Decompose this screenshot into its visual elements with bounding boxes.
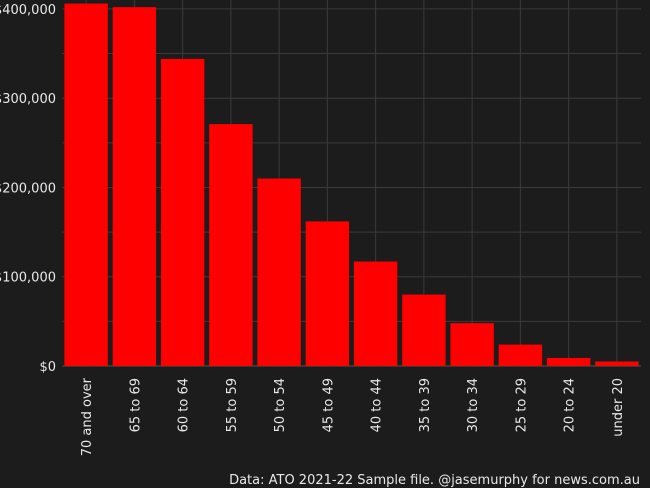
- x-tick-label: 35 to 39: [418, 378, 433, 432]
- bar-40-to-44: [353, 261, 398, 366]
- x-tick-label: 20 to 24: [563, 378, 578, 432]
- bars: [64, 3, 639, 367]
- bar-50-to-54: [257, 178, 301, 366]
- bar-60-to-64: [160, 58, 205, 366]
- bar-55-to-59: [209, 124, 253, 367]
- bar-25-to-29: [498, 344, 543, 366]
- x-tick-label: 55 to 59: [225, 378, 240, 432]
- y-tick-label: $400,000: [0, 3, 56, 18]
- x-tick-label: 70 and over: [80, 377, 95, 456]
- bar-45-to-49: [305, 221, 350, 366]
- data-credit: Data: ATO 2021-22 Sample file. @jasemurp…: [229, 473, 640, 488]
- x-tick-label: 60 to 64: [177, 378, 192, 432]
- x-tick-label: 45 to 49: [321, 378, 336, 432]
- bar-70-and-over: [64, 3, 108, 366]
- bar-20-to-24: [546, 357, 591, 366]
- x-axis-ticks: 70 and over 65 to 69 60 to 64 55 to 59 50 to…: [80, 377, 626, 456]
- bar-35-to-39: [402, 294, 446, 366]
- x-tick-label: 30 to 34: [466, 378, 481, 432]
- x-tick-label: 50 to 54: [273, 378, 288, 432]
- y-axis-ticks: $0 $100,000 $200,000 $300,000 $400,000: [0, 3, 56, 375]
- y-tick-label: $300,000: [0, 92, 56, 107]
- y-tick-label: $0: [39, 360, 56, 375]
- x-tick-label: 65 to 69: [128, 378, 143, 432]
- bar-30-to-34: [450, 323, 494, 366]
- y-tick-label: $100,000: [0, 271, 56, 286]
- x-tick-label: 40 to 44: [370, 378, 385, 432]
- bar-under-20: [595, 361, 639, 366]
- x-tick-label: 25 to 29: [514, 378, 529, 432]
- y-tick-label: $200,000: [0, 181, 56, 196]
- bar-65-to-69: [112, 7, 157, 367]
- x-tick-label: under 20: [611, 378, 626, 437]
